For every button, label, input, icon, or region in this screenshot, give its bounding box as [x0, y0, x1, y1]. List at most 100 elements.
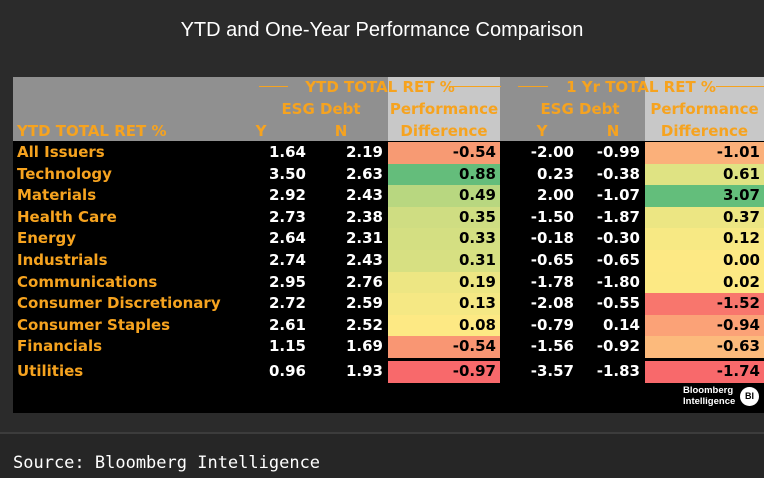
source-note: Source: Bloomberg Intelligence: [13, 453, 321, 473]
cell-ytd-n: 2.38: [345, 207, 383, 226]
header-difference-1yr: Difference: [660, 122, 749, 140]
row-label: Utilities: [17, 362, 84, 380]
cell-1yr-difference: 0.61: [645, 163, 764, 186]
header-n-ytd: N: [334, 122, 348, 140]
cell-1yr-y: -2.00: [530, 143, 574, 161]
cell-1yr-y: -1.50: [530, 207, 574, 226]
cell-ytd-y: 2.64: [268, 229, 306, 248]
row-label: All Issuers: [17, 143, 105, 161]
cell-ytd-y: 1.15: [268, 337, 306, 356]
cell-ytd-y: 2.95: [268, 272, 306, 291]
header-esg-debt-ytd: ESG Debt: [281, 100, 361, 118]
cell-1yr-n: 0.14: [602, 315, 640, 334]
cell-ytd-n: 2.63: [345, 164, 383, 183]
cell-ytd-y: 2.92: [268, 186, 306, 205]
cell-1yr-difference: -0.63: [645, 336, 764, 358]
cell-1yr-difference: -0.94: [645, 314, 764, 337]
table-row: Technology 3.50 2.63 0.23 -0.38 0.88 0.61: [13, 163, 764, 186]
cell-ytd-difference: 0.19: [388, 271, 500, 294]
bi-badge-icon: BI: [740, 387, 759, 406]
cell-1yr-y: -0.79: [530, 315, 574, 334]
cell-ytd-y: 2.74: [268, 251, 306, 269]
cell-1yr-n: -1.07: [596, 186, 640, 205]
cell-1yr-difference: -1.52: [645, 293, 764, 315]
row-label: Consumer Discretionary: [17, 294, 221, 313]
cell-ytd-y: 1.64: [268, 143, 306, 161]
cell-1yr-n: -0.65: [596, 251, 640, 269]
cell-1yr-n: -0.92: [596, 337, 640, 356]
table-row: Communications 2.95 2.76 -1.78 -1.80 0.19 0.02: [13, 271, 764, 294]
cell-1yr-n: -1.83: [596, 362, 640, 380]
cell-1yr-n: -0.99: [596, 143, 640, 161]
bloomberg-intelligence-logo: Bloomberg Intelligence BI: [683, 385, 763, 411]
header-performance-ytd: Performance: [389, 100, 499, 118]
chart-title: YTD and One-Year Performance Comparison: [180, 19, 584, 41]
header-group-ytd: YTD TOTAL RET %: [305, 78, 455, 96]
row-label: Industrials: [17, 251, 108, 269]
cell-ytd-n: 2.76: [345, 272, 383, 291]
cell-ytd-y: 2.73: [268, 207, 306, 226]
header-line-ytd-left: [259, 86, 288, 87]
cell-ytd-y: 2.72: [268, 294, 306, 313]
table-row: Health Care 2.73 2.38 -1.50 -1.87 0.35 0.37: [13, 206, 764, 229]
row-label: Technology: [17, 164, 112, 183]
header-performance-1yr: Performance: [650, 100, 759, 118]
cell-ytd-difference: 0.33: [388, 228, 500, 250]
cell-1yr-difference: 0.02: [645, 271, 764, 294]
cell-ytd-difference: 0.08: [388, 314, 500, 337]
row-label: Financials: [17, 337, 103, 356]
cell-ytd-y: 3.50: [268, 164, 306, 183]
row-label: Communications: [17, 272, 158, 291]
table-row: All Issuers 1.64 2.19 -2.00 -0.99 -0.54 -1.01: [13, 142, 764, 164]
cell-ytd-difference: 0.31: [388, 250, 500, 272]
table-row: Financials 1.15 1.69 -1.56 -0.92 -0.54 -0.63: [13, 336, 764, 358]
cell-1yr-difference: 0.12: [645, 228, 764, 250]
cell-1yr-y: -0.18: [530, 229, 574, 248]
cell-1yr-y: -1.56: [530, 337, 574, 356]
cell-1yr-n: -1.80: [596, 272, 640, 291]
cell-1yr-y: 0.23: [536, 164, 574, 183]
table-row: Energy 2.64 2.31 -0.18 -0.30 0.33 0.12: [13, 228, 764, 250]
logo-line-2: Intelligence: [683, 396, 736, 407]
cell-1yr-n: -0.55: [596, 294, 640, 313]
cell-1yr-difference: 3.07: [645, 185, 764, 207]
cell-1yr-n: -0.30: [596, 229, 640, 248]
cell-ytd-difference: -0.54: [388, 336, 500, 358]
cell-ytd-n: 1.69: [345, 337, 383, 356]
table-row: Utilities 0.96 1.93 -3.57 -1.83 -0.97 -1.74: [13, 361, 764, 383]
cell-ytd-difference: 0.35: [388, 206, 500, 229]
cell-1yr-y: -0.65: [530, 251, 574, 269]
header-perf-bg-1yr: [645, 77, 764, 141]
cell-1yr-difference: -1.74: [645, 361, 764, 383]
header-n-1yr: N: [606, 122, 620, 140]
cell-1yr-difference: -1.01: [645, 142, 764, 164]
header-perf-bg-ytd: [388, 77, 500, 141]
cell-ytd-difference: 0.88: [388, 163, 500, 186]
header-line-1yr-left: [518, 86, 548, 87]
cell-1yr-y: -3.57: [530, 362, 574, 380]
cell-ytd-n: 2.52: [345, 315, 383, 334]
header-difference-ytd: Difference: [400, 122, 488, 140]
cell-ytd-difference: -0.54: [388, 142, 500, 164]
cell-1yr-difference: 0.37: [645, 206, 764, 229]
cell-ytd-difference: 0.49: [388, 185, 500, 207]
cell-ytd-difference: 0.13: [388, 293, 500, 315]
table-row: Industrials 2.74 2.43 -0.65 -0.65 0.31 0.00: [13, 250, 764, 272]
cell-1yr-y: -2.08: [530, 294, 574, 313]
cell-1yr-n: -1.87: [596, 207, 640, 226]
header-line-1yr-right: [716, 86, 764, 87]
header-row-label: YTD TOTAL RET %: [17, 122, 167, 140]
header-group-1yr: 1 Yr TOTAL RET %: [566, 78, 716, 96]
cell-1yr-y: 2.00: [536, 186, 574, 205]
performance-table: YTD TOTAL RET % 1 Yr TOTAL RET % ESG Deb…: [13, 77, 764, 413]
row-label: Materials: [17, 186, 97, 205]
cell-ytd-difference: -0.97: [388, 361, 500, 383]
header-esg-debt-1yr: ESG Debt: [540, 100, 620, 118]
footer: Source: Bloomberg Intelligence: [0, 432, 764, 478]
cell-1yr-y: -1.78: [530, 272, 574, 291]
table-row: Consumer Discretionary 2.72 2.59 -2.08 -0.55…: [13, 293, 764, 315]
cell-ytd-y: 2.61: [268, 315, 306, 334]
cell-1yr-n: -0.38: [596, 164, 640, 183]
cell-ytd-n: 2.31: [345, 229, 383, 248]
header-y-1yr: Y: [536, 122, 548, 140]
